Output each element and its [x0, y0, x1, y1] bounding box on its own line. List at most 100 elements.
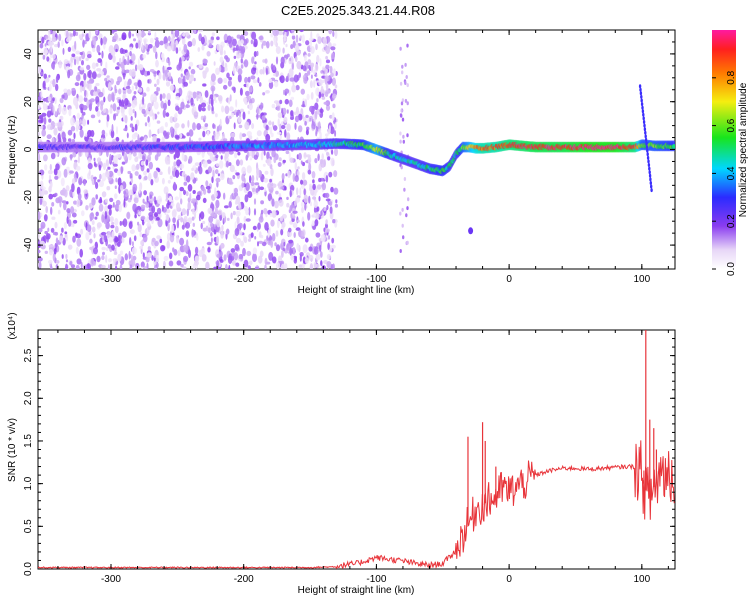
noise-speckle: [64, 189, 68, 198]
noise-speckle: [305, 114, 309, 118]
noise-speckle: [219, 65, 222, 72]
noise-speckle: [95, 30, 99, 35]
noise-speckle: [289, 189, 292, 198]
noise-speckle: [108, 170, 114, 178]
noise-speckle: [252, 187, 255, 193]
noise-speckle: [75, 165, 81, 171]
noise-speckle: [187, 201, 191, 211]
noise-speckle: [321, 182, 326, 191]
noise-speckle: [96, 222, 102, 228]
noise-speckle: [224, 105, 230, 115]
noise-speckle: [123, 59, 127, 66]
noise-speckle: [119, 47, 124, 55]
noise-speckle: [307, 211, 311, 221]
noise-speckle: [115, 66, 120, 70]
noise-speckle: [284, 31, 287, 36]
noise-speckle: [406, 206, 409, 211]
noise-speckle: [243, 59, 249, 68]
noise-speckle: [288, 99, 293, 108]
noise-speckle: [71, 183, 75, 193]
noise-speckle: [253, 51, 257, 58]
noise-speckle: [168, 60, 171, 66]
noise-speckle: [307, 156, 312, 164]
noise-speckle: [233, 252, 239, 261]
noise-speckle: [190, 68, 196, 75]
noise-speckle: [263, 150, 266, 156]
noise-speckle: [321, 80, 325, 83]
noise-speckle: [247, 76, 251, 83]
noise-speckle: [105, 61, 108, 70]
noise-speckle: [295, 34, 299, 43]
noise-speckle: [70, 56, 74, 64]
noise-speckle: [149, 37, 154, 44]
noise-speckle: [237, 202, 242, 209]
noise-speckle: [70, 154, 73, 161]
noise-speckle: [278, 193, 282, 198]
noise-speckle: [201, 107, 206, 112]
noise-speckle: [54, 110, 58, 117]
noise-speckle: [44, 250, 48, 254]
noise-speckle: [303, 152, 306, 158]
noise-speckle: [105, 170, 110, 178]
noise-speckle: [404, 98, 408, 103]
noise-speckle: [167, 223, 170, 232]
noise-speckle: [239, 87, 243, 96]
noise-speckle: [325, 228, 330, 233]
noise-speckle: [292, 40, 296, 49]
noise-speckle: [215, 67, 220, 76]
noise-speckle: [237, 73, 242, 83]
noise-speckle: [65, 185, 70, 192]
noise-speckle: [136, 163, 140, 170]
noise-speckle: [202, 220, 206, 225]
noise-speckle: [212, 169, 215, 178]
noise-speckle: [243, 31, 249, 36]
noise-speckle: [169, 175, 173, 180]
noise-speckle: [133, 82, 139, 86]
noise-speckle: [76, 112, 81, 119]
noise-speckle: [216, 260, 220, 267]
noise-speckle: [67, 69, 71, 79]
noise-speckle: [188, 249, 191, 258]
noise-speckle: [68, 60, 71, 64]
noise-speckle: [235, 44, 239, 51]
noise-speckle: [294, 256, 297, 261]
noise-speckle: [146, 86, 150, 92]
noise-speckle: [180, 263, 184, 268]
noise-speckle: [84, 264, 88, 269]
noise-speckle: [184, 222, 191, 229]
noise-speckle: [251, 123, 255, 129]
noise-speckle: [313, 200, 318, 208]
noise-speckle: [317, 121, 321, 130]
noise-speckle: [91, 197, 96, 206]
noise-speckle: [159, 171, 163, 175]
noise-speckle: [40, 180, 44, 190]
noise-speckle: [84, 89, 87, 97]
noise-speckle: [118, 203, 122, 213]
noise-speckle: [144, 39, 146, 48]
noise-speckle: [146, 154, 152, 162]
noise-speckle: [108, 258, 112, 263]
noise-speckle: [43, 154, 48, 162]
noise-speckle: [298, 264, 303, 268]
noise-speckle: [215, 154, 219, 159]
noise-speckle: [170, 224, 175, 234]
noise-speckle: [285, 43, 288, 48]
ridge-spike: [643, 127, 647, 132]
noise-speckle: [266, 158, 272, 167]
noise-speckle: [201, 45, 205, 51]
noise-speckle: [54, 175, 59, 180]
noise-speckle: [323, 207, 327, 212]
noise-speckle: [81, 210, 85, 217]
noise-speckle: [112, 155, 118, 164]
noise-speckle: [192, 222, 195, 227]
noise-speckle: [79, 129, 84, 138]
noise-speckle: [216, 253, 221, 258]
noise-speckle: [114, 204, 119, 210]
ridge-spike: [640, 98, 643, 103]
noise-speckle: [95, 194, 98, 200]
noise-speckle: [165, 73, 169, 82]
noise-speckle: [165, 192, 169, 202]
noise-speckle: [153, 170, 158, 179]
noise-speckle: [284, 98, 289, 105]
noise-speckle: [61, 254, 64, 259]
